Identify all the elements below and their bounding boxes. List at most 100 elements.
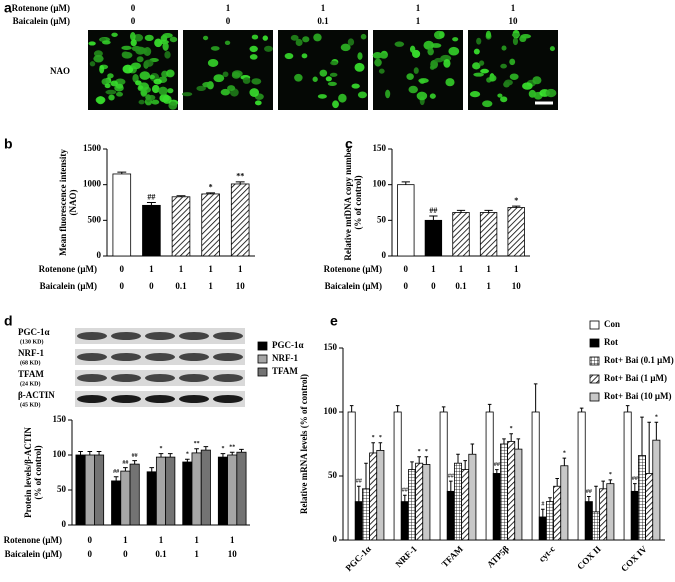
cell — [438, 31, 445, 39]
x-tick-label: cyt-c — [537, 544, 557, 564]
error-bar — [509, 433, 513, 442]
cell — [418, 78, 429, 84]
cell — [251, 34, 259, 40]
error-bar — [167, 453, 173, 458]
cell — [406, 73, 414, 81]
cell — [139, 71, 151, 80]
row-value: 0 — [404, 264, 409, 274]
significance: ## — [429, 206, 437, 215]
blot-band — [145, 353, 175, 361]
error-bar — [401, 181, 410, 185]
bar — [507, 207, 525, 257]
cell — [264, 45, 273, 52]
y-tick-label: 1000 — [83, 179, 102, 189]
cell — [319, 69, 328, 77]
y-tick-label: 100 — [324, 406, 338, 416]
cell — [545, 88, 557, 98]
cell — [497, 93, 503, 98]
cell — [409, 45, 416, 53]
row-value: 0.1 — [317, 16, 329, 26]
cell — [249, 45, 258, 53]
cell — [88, 41, 96, 46]
error-bar — [484, 209, 493, 213]
cell — [317, 94, 327, 99]
band-size: (24 KD) — [20, 380, 41, 387]
cell — [312, 76, 318, 82]
error-bar — [654, 421, 659, 441]
legend-swatch — [589, 320, 600, 330]
blot-band — [77, 374, 107, 382]
cell — [500, 63, 507, 69]
cell — [115, 83, 124, 89]
y-tick-label: 50 — [328, 470, 338, 480]
bar — [111, 480, 122, 526]
cell — [512, 37, 519, 46]
row-value: 10 — [512, 281, 522, 291]
cell — [549, 46, 555, 52]
cell — [168, 101, 178, 110]
error-bar — [424, 456, 429, 465]
error-bar — [579, 407, 584, 412]
significance: ## — [448, 473, 454, 479]
bar — [415, 462, 424, 541]
row-value: 1 — [416, 3, 421, 13]
error-bar — [364, 462, 368, 489]
panel-letter: b — [4, 136, 13, 152]
cell — [182, 92, 193, 97]
cell — [99, 64, 105, 74]
legend-label: PGC-1α — [272, 340, 304, 350]
cell — [207, 58, 219, 67]
error-bar — [541, 508, 545, 517]
significance: * — [425, 449, 428, 455]
y-tick-label: 150 — [373, 143, 387, 153]
cell — [431, 43, 442, 48]
legend-label: NRF-1 — [272, 353, 298, 363]
error-bar — [220, 453, 226, 458]
bar — [584, 501, 593, 541]
cell — [210, 46, 220, 51]
row-value: 0 — [88, 535, 93, 545]
cell — [130, 32, 136, 41]
cell — [427, 47, 434, 56]
bar — [514, 448, 523, 541]
error-bar — [123, 467, 128, 472]
error-bar — [229, 451, 235, 455]
bar — [606, 483, 615, 541]
panel-letter: c — [345, 136, 353, 152]
legend-label: Con — [604, 319, 620, 329]
bar — [120, 470, 131, 526]
panel-letter: e — [330, 313, 338, 329]
error-bar — [176, 195, 186, 197]
bar — [84, 454, 95, 526]
significance: * — [221, 446, 224, 452]
row-value: 0.1 — [155, 549, 167, 559]
error-bar — [456, 209, 466, 213]
cell — [313, 33, 322, 42]
error-bar — [502, 438, 506, 444]
significance: * — [186, 452, 189, 458]
cell — [338, 93, 347, 103]
cell — [89, 61, 96, 67]
y-tick-label: 500 — [88, 214, 102, 224]
legend-swatch — [257, 354, 268, 364]
error-bar — [357, 485, 361, 502]
bar — [165, 456, 176, 526]
significance: ** — [236, 172, 244, 181]
y-axis-title: Relative mRNA levels (% of control) — [299, 374, 309, 514]
cell — [478, 60, 485, 66]
cell — [416, 91, 428, 101]
bar — [201, 193, 220, 257]
x-tick-label: PGC-1α — [344, 544, 373, 573]
cell — [249, 54, 258, 60]
cell — [242, 77, 251, 84]
cell — [143, 47, 152, 56]
bar — [577, 411, 586, 541]
bar — [424, 219, 443, 257]
cell — [254, 100, 262, 106]
cell — [408, 85, 418, 94]
significance: ## — [132, 453, 138, 459]
row-label: Rotenone (μM) — [39, 264, 97, 274]
cell — [372, 51, 383, 59]
bar — [546, 501, 554, 541]
y-tick-label: 0 — [333, 534, 338, 544]
